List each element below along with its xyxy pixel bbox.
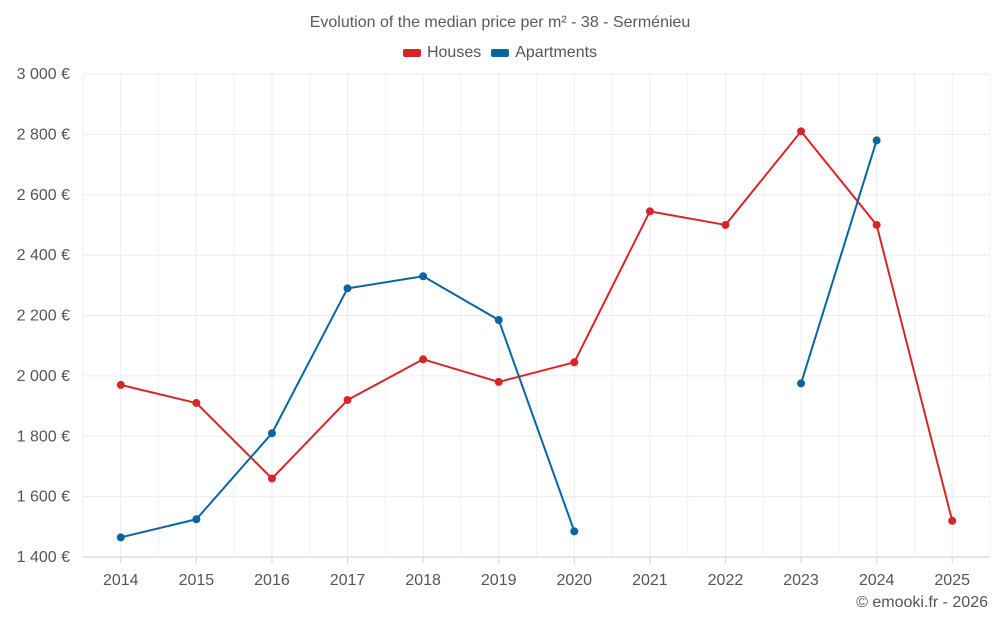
data-point-houses — [721, 220, 730, 229]
x-tick-label: 2020 — [556, 572, 592, 589]
data-point-apartments — [570, 527, 579, 536]
x-tick-label: 2023 — [783, 572, 819, 589]
y-tick-label: 2 800 € — [17, 126, 70, 143]
credit-text: © emooki.fr - 2026 — [856, 594, 988, 611]
series-line-houses — [120, 130, 954, 522]
y-tick-label: 1 400 € — [17, 549, 70, 566]
data-point-apartments — [267, 429, 276, 438]
y-tick-label: 3 000 € — [17, 66, 70, 83]
y-tick-label: 1 800 € — [17, 428, 70, 445]
data-point-houses — [116, 380, 125, 389]
legend-item-apartments[interactable]: Apartments — [491, 44, 597, 62]
data-point-apartments — [343, 284, 352, 293]
data-point-houses — [192, 399, 201, 408]
y-tick-label: 2 400 € — [17, 247, 70, 264]
chart-title: Evolution of the median price per m² - 3… — [309, 14, 691, 31]
x-tick-label: 2017 — [330, 572, 366, 589]
y-tick-label: 2 600 € — [17, 187, 70, 204]
data-point-apartments — [192, 515, 201, 524]
data-point-houses — [797, 127, 806, 136]
data-point-houses — [343, 396, 352, 405]
x-tick-label: 2024 — [859, 572, 895, 589]
legend-label-apartments: Apartments — [515, 44, 598, 61]
x-tick-label: 2018 — [405, 572, 441, 589]
data-point-houses — [570, 358, 579, 367]
data-point-apartments — [419, 272, 428, 281]
x-tick-label: 2021 — [632, 572, 668, 589]
x-tick-label: 2015 — [179, 572, 215, 589]
data-point-houses — [419, 355, 428, 364]
y-tick-label: 2 200 € — [17, 308, 70, 325]
x-tick-label: 2019 — [481, 572, 517, 589]
data-point-apartments — [797, 379, 806, 388]
data-point-apartments — [116, 533, 125, 542]
data-point-apartments — [872, 136, 881, 145]
data-point-houses — [948, 516, 957, 525]
x-tick-label: 2025 — [934, 572, 970, 589]
legend-swatch-houses — [402, 49, 421, 57]
x-tick-label: 2022 — [708, 572, 744, 589]
legend: Houses Apartments — [0, 44, 1000, 62]
series-line-apartments — [800, 140, 878, 384]
data-point-houses — [494, 377, 503, 386]
legend-item-houses[interactable]: Houses — [402, 44, 482, 62]
legend-label-houses: Houses — [426, 44, 482, 61]
x-tick-label: 2014 — [103, 572, 139, 589]
data-point-houses — [267, 474, 276, 483]
x-tick-label: 2016 — [254, 572, 290, 589]
y-tick-label: 2 000 € — [17, 368, 70, 385]
legend-swatch-apartments — [491, 49, 510, 57]
data-point-houses — [872, 220, 881, 229]
data-point-apartments — [494, 316, 503, 325]
data-point-houses — [645, 207, 654, 216]
y-tick-label: 1 600 € — [17, 489, 70, 506]
